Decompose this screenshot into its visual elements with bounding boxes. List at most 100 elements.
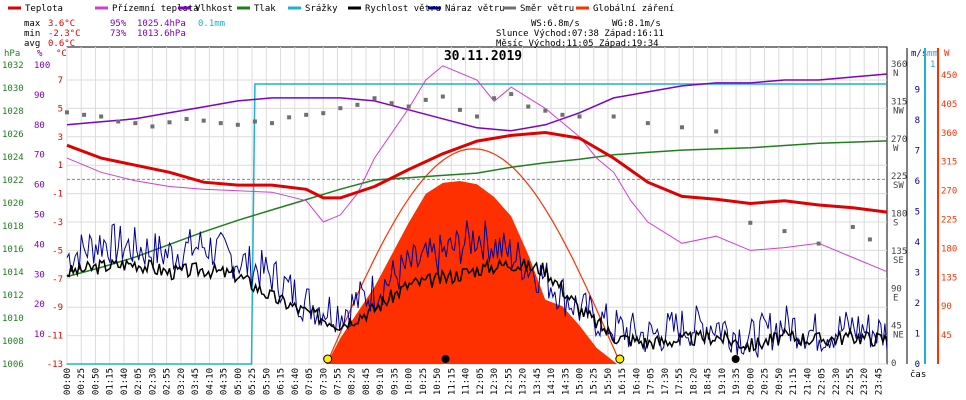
ms-tick: 3	[915, 268, 920, 278]
radiation-max-curve	[326, 148, 622, 365]
wind-direction-point	[850, 224, 855, 229]
x-tick: 19:10	[718, 368, 728, 395]
legend-label: Tlak	[254, 4, 276, 14]
wind-direction-point	[475, 114, 479, 119]
x-tick: 15:50	[604, 368, 614, 395]
percent-tick: 30	[34, 270, 45, 280]
wind-direction-point	[782, 229, 787, 234]
percent-tick: 10	[34, 330, 45, 340]
x-tick: 22:05	[818, 368, 828, 395]
x-tick: 11:40	[462, 368, 472, 395]
wind-direction-point	[457, 107, 462, 112]
moon-times: Měsíc Východ:11:05 Západ:19:34	[496, 39, 659, 49]
x-tick: 13:45	[533, 368, 543, 395]
x-axis-label: čas	[910, 369, 926, 380]
x-tick: 08:20	[348, 368, 358, 395]
legend-label: Srážky	[305, 4, 338, 14]
x-tick: 16:40	[632, 368, 642, 395]
ms-tick: 7	[915, 146, 920, 156]
celsius-tick: -9	[52, 303, 63, 313]
x-tick: 01:40	[120, 368, 130, 395]
direction-tick: 315	[891, 97, 907, 107]
series-wind-speed	[66, 257, 888, 353]
hpa-tick: 1026	[2, 130, 24, 140]
hpa-tick: 1028	[2, 107, 24, 117]
series-global-radiation	[326, 181, 618, 364]
wind-direction-point	[560, 112, 565, 117]
direction-tick: 90	[891, 284, 902, 294]
x-tick: 07:55	[333, 368, 343, 395]
x-tick: 00:50	[91, 368, 101, 395]
percent-tick: 40	[34, 240, 45, 250]
x-tick: 16:15	[618, 368, 628, 395]
svg-text:hPa: hPa	[4, 49, 20, 59]
x-tick: 05:00	[234, 368, 244, 395]
direction-label: NW	[893, 106, 904, 116]
wind-direction-point	[423, 97, 428, 102]
wind-direction-point	[748, 220, 753, 225]
direction-label: NE	[893, 331, 904, 341]
series-ground-temperature	[66, 65, 888, 273]
wind-direction-point	[440, 94, 445, 99]
x-tick: 12:30	[490, 368, 500, 395]
wm2-tick: 180	[941, 244, 957, 254]
wind-direction-point	[99, 114, 104, 119]
direction-tick: 270	[891, 135, 907, 145]
percent-tick: 50	[34, 211, 45, 221]
ms-tick: 4	[915, 238, 920, 248]
percent-tick: 60	[34, 181, 45, 191]
wind-direction-point	[116, 119, 121, 124]
stat-value: avg	[24, 39, 40, 49]
x-tick: 23:20	[860, 368, 870, 395]
stat-value: 95%	[110, 19, 127, 29]
x-tick: 19:35	[732, 368, 742, 395]
wm2-tick: 450	[941, 71, 957, 81]
wm2-tick: 135	[941, 273, 957, 283]
x-tick: 00:00	[63, 368, 73, 395]
x-tick: 22:30	[832, 368, 842, 395]
wind-direction-point	[492, 96, 497, 101]
hpa-tick: 1018	[2, 222, 24, 232]
direction-label: SW	[893, 181, 904, 191]
wind-direction-point	[133, 121, 138, 126]
x-tick: 08:45	[362, 368, 372, 395]
x-tick: 15:25	[590, 368, 600, 395]
direction-label: SE	[893, 256, 904, 266]
x-tick: 11:15	[447, 368, 457, 395]
wind-direction-point	[235, 122, 240, 127]
x-tick: 18:45	[704, 368, 714, 395]
series-rain	[67, 83, 887, 365]
sunrise-marker	[323, 354, 333, 364]
svg-text:%: %	[37, 49, 43, 59]
stat-value: 1013.6hPa	[137, 29, 186, 39]
x-tick: 14:10	[547, 368, 557, 395]
legend-label: Teplota	[25, 4, 63, 14]
wind-direction-point	[816, 241, 821, 246]
chart-title: 30.11.2019	[444, 49, 522, 64]
x-tick: 00:25	[77, 368, 87, 395]
x-tick: 07:05	[305, 368, 315, 395]
stat-value: max	[24, 19, 41, 29]
x-tick: 13:20	[519, 368, 529, 395]
x-tick: 10:25	[419, 368, 429, 395]
series-humidity	[66, 73, 888, 132]
stat-value: 3.6°C	[48, 19, 75, 29]
legend-label: Přízemní teplota	[112, 4, 199, 14]
wm2-tick: 270	[941, 187, 957, 197]
wind-direction-point	[355, 102, 360, 107]
celsius-tick: 7	[58, 76, 63, 86]
hpa-tick: 1014	[2, 268, 24, 278]
percent-tick: 90	[34, 91, 45, 101]
direction-tick: 0	[891, 359, 896, 369]
percent-tick: 20	[34, 300, 45, 310]
celsius-tick: 3	[58, 133, 63, 143]
x-tick: 09:10	[376, 368, 386, 395]
mm-tick: 1	[930, 60, 935, 70]
series-temperature	[66, 130, 888, 214]
wm2-tick: 45	[941, 331, 952, 341]
hpa-tick: 1012	[2, 291, 24, 301]
direction-label: S	[893, 219, 898, 229]
x-tick: 04:10	[205, 368, 215, 395]
hpa-tick: 1032	[2, 61, 24, 71]
